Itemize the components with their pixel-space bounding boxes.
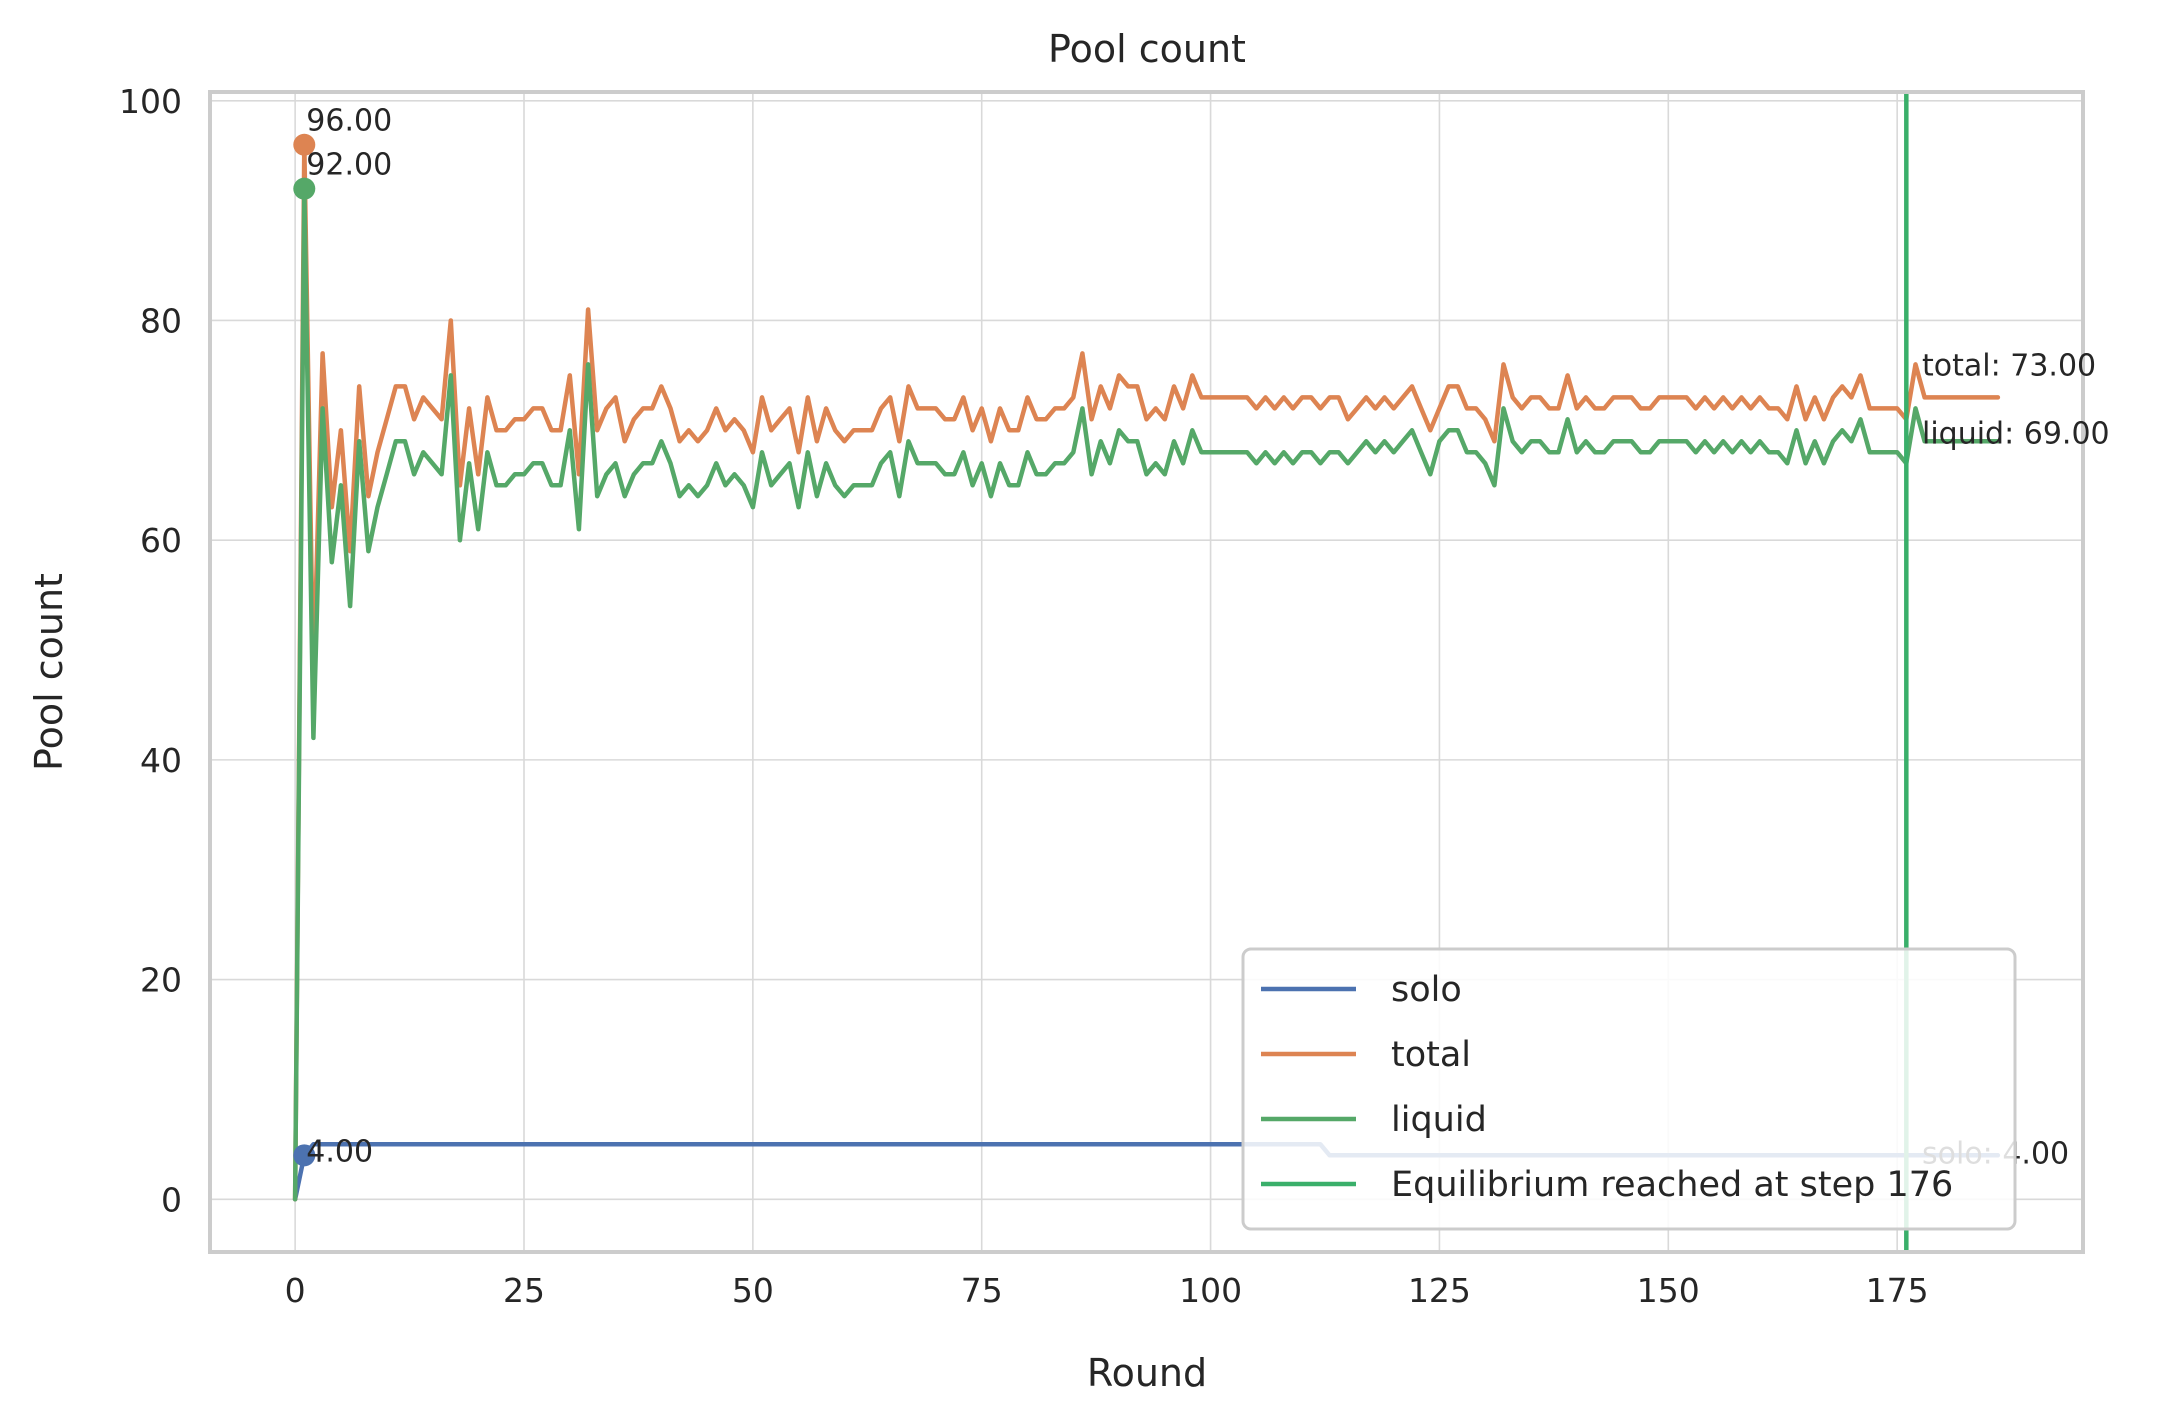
series-line-total: [292, 142, 2001, 1202]
y-tick-label: 100: [119, 82, 182, 121]
end-label-total: total: 73.00: [1922, 348, 2096, 383]
x-tick-label: 75: [961, 1271, 1003, 1310]
legend-label-solo: solo: [1391, 970, 1462, 1010]
x-tick-label: 175: [1866, 1271, 1929, 1310]
x-tick-label: 25: [503, 1271, 545, 1310]
series-line-liquid: [292, 186, 2001, 1202]
peak-label-liquid: 92.00: [306, 148, 392, 183]
y-tick-label: 0: [161, 1180, 182, 1219]
tick-labels: 0 25 50 75 100 125 150 175 0 20 40 60 80 100: [119, 82, 1929, 1310]
y-tick-label: 60: [140, 521, 182, 560]
peak-marker-solo: [293, 1144, 316, 1167]
peak-label-total: 96.00: [306, 104, 392, 139]
x-tick-label: 125: [1408, 1271, 1471, 1310]
x-tick-label: 150: [1637, 1271, 1700, 1310]
legend-label-total: total: [1391, 1035, 1471, 1075]
x-tick-label: 100: [1179, 1271, 1242, 1310]
legend-label-liquid: liquid: [1391, 1100, 1487, 1140]
peak-marker-total: [293, 133, 316, 156]
peak-marker-liquid: [293, 177, 316, 200]
legend-label-equilibrium: Equilibrium reached at step 176: [1391, 1165, 1953, 1205]
x-tick-label: 0: [285, 1271, 306, 1310]
peak-markers: [293, 133, 316, 1167]
x-axis-label: Round: [1087, 1351, 1207, 1395]
y-tick-label: 20: [140, 961, 182, 1000]
peak-label-solo: 4.00: [306, 1134, 373, 1169]
y-tick-label: 80: [140, 301, 182, 340]
end-label-liquid: liquid: 69.00: [1922, 416, 2110, 451]
y-axis-label: Pool count: [27, 573, 71, 771]
plot-frame: [208, 90, 2085, 1254]
chart-title: Pool count: [1048, 27, 1246, 71]
legend: solo total liquid Equilibrium reached at st…: [1241, 947, 2017, 1231]
x-tick-label: 50: [732, 1271, 774, 1310]
legend-box: [1241, 947, 2017, 1231]
y-tick-label: 40: [140, 741, 182, 780]
